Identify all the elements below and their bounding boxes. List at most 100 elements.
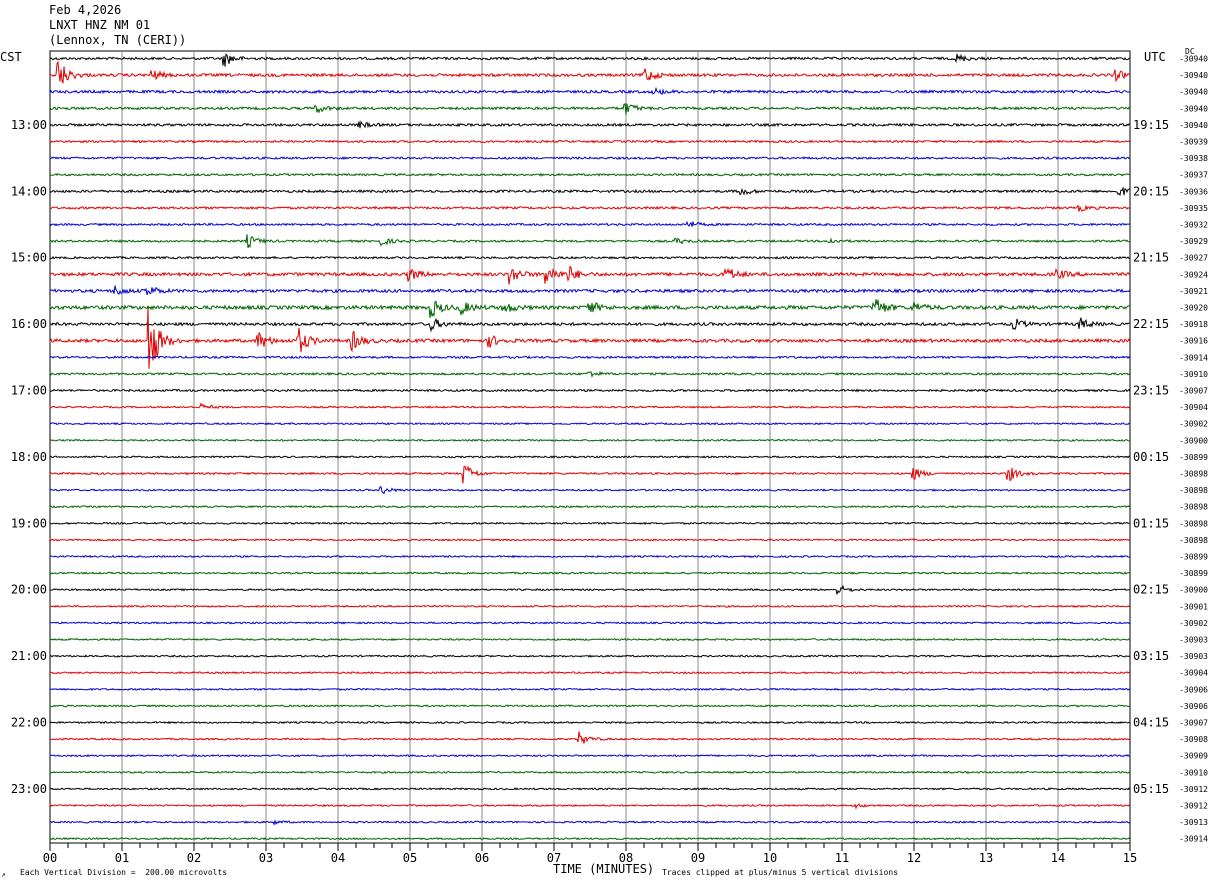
dc-offset-label: -30940 [1179, 71, 1208, 80]
dc-offset-label: -30920 [1179, 304, 1208, 313]
trace-line [49, 103, 1131, 115]
dc-offset-label: -30906 [1179, 685, 1208, 694]
dc-offset-label: -30937 [1179, 171, 1208, 180]
trace-line [49, 402, 1131, 409]
cst-hour-label: 13:00 [11, 118, 47, 132]
trace-line [49, 388, 1131, 393]
dc-offset-label: -30902 [1179, 619, 1208, 628]
trace-line [49, 754, 1131, 758]
x-tick-label: 00 [43, 851, 57, 865]
dc-offset-label: -30932 [1179, 221, 1208, 230]
trace-line [49, 220, 1131, 227]
x-tick-label: 14 [1051, 851, 1065, 865]
dc-offset-label: -30906 [1179, 702, 1208, 711]
dc-offset-label: -30912 [1179, 802, 1208, 811]
trace-line [49, 255, 1131, 260]
trace-line [49, 637, 1131, 642]
dc-offset-label: -30927 [1179, 254, 1208, 263]
cst-hour-label: 19:00 [11, 516, 47, 530]
dc-offset-label: -30914 [1179, 835, 1208, 844]
dc-offset-label: -30901 [1179, 602, 1208, 611]
x-tick-label: 08 [619, 851, 633, 865]
utc-hour-label: 23:15 [1133, 384, 1169, 398]
dc-offset-label: -30913 [1179, 818, 1208, 827]
dc-offset-label: -30904 [1179, 669, 1208, 678]
trace-line [49, 455, 1131, 459]
trace-line [49, 465, 1131, 484]
dc-offset-label: -30898 [1179, 503, 1208, 512]
x-tick-label: 01 [115, 851, 129, 865]
dc-offset-label: -30939 [1179, 138, 1208, 147]
trace-line [49, 571, 1130, 575]
dc-offset-label: -30929 [1179, 237, 1208, 246]
dc-offset-label: -30940 [1179, 121, 1208, 130]
dc-offset-label: -30916 [1179, 337, 1208, 346]
utc-hour-label: 02:15 [1133, 583, 1169, 597]
dc-offset-label: -30940 [1179, 104, 1208, 113]
dc-offset-label: -30902 [1179, 420, 1208, 429]
trace-line [49, 554, 1131, 559]
x-axis-title: TIME (MINUTES) [553, 862, 655, 876]
cst-zone-label: CST [0, 50, 22, 64]
dc-offset-label: -30904 [1179, 403, 1208, 412]
x-tick-label: 05 [403, 851, 417, 865]
station-label: LNXT HNZ NM 01 [49, 18, 151, 32]
trace-line [49, 355, 1131, 360]
dc-offset-label: -30940 [1179, 55, 1208, 64]
dc-label: DC [1185, 47, 1195, 56]
utc-hour-label: 04:15 [1133, 716, 1169, 730]
utc-hour-label: 01:15 [1133, 516, 1169, 530]
cst-hour-label: 22:00 [11, 716, 47, 730]
utc-hour-label: 05:15 [1133, 782, 1169, 796]
x-tick-label: 06 [475, 851, 489, 865]
x-tick-label: 15 [1123, 851, 1137, 865]
trace-line [49, 819, 1131, 826]
trace-line [49, 186, 1131, 197]
plot-frame [49, 50, 1131, 844]
utc-hour-label: 03:15 [1133, 649, 1169, 663]
dc-offset-label: -30909 [1179, 752, 1208, 761]
dc-offset-label: -30918 [1179, 320, 1208, 329]
cst-hour-label: 16:00 [11, 317, 47, 331]
trace-line [49, 438, 1131, 442]
trace-line [49, 234, 1131, 249]
trace-line [49, 770, 1131, 774]
dc-offset-label: -30898 [1179, 536, 1208, 545]
dc-offset-label: -30936 [1179, 187, 1208, 196]
trace-line [49, 604, 1131, 608]
x-tick-label: 04 [331, 851, 345, 865]
dc-offset-label: -30899 [1179, 569, 1208, 578]
trace-line [49, 621, 1131, 625]
x-tick-label: 09 [691, 851, 705, 865]
trace-line [49, 60, 1131, 84]
trace-line [49, 370, 1131, 379]
trace-line [49, 285, 1131, 296]
scale-note: Each Vertical Division = 200.00 microvol… [20, 868, 228, 877]
trace-line [49, 307, 1131, 369]
trace-line [49, 204, 1131, 212]
dc-offset-label: -30914 [1179, 353, 1208, 362]
trace-line [49, 836, 1131, 841]
trace-line [49, 86, 1131, 95]
trace-line [49, 687, 1131, 692]
trace-line [49, 803, 1131, 810]
trace-line [49, 265, 1131, 285]
utc-hour-label: 20:15 [1133, 184, 1169, 198]
cst-hour-label: 18:00 [11, 450, 47, 464]
x-tick-label: 03 [259, 851, 273, 865]
clip-note: Traces clipped at plus/minus 5 vertical … [662, 868, 899, 877]
x-tick-label: 11 [835, 851, 849, 865]
cst-hour-label: 14:00 [11, 184, 47, 198]
trace-line [49, 670, 1131, 675]
utc-hour-label: 19:15 [1133, 118, 1169, 132]
x-tick-label: 13 [979, 851, 993, 865]
dc-offset-label: -30908 [1179, 735, 1208, 744]
dc-offset-label: -30910 [1179, 370, 1208, 379]
x-tick-label: 02 [187, 851, 201, 865]
trace-line [49, 299, 1131, 319]
trace-line [49, 120, 1131, 129]
dc-offset-label: -30938 [1179, 154, 1208, 163]
trace-line [49, 53, 1131, 67]
cst-hour-label: 15:00 [11, 251, 47, 265]
